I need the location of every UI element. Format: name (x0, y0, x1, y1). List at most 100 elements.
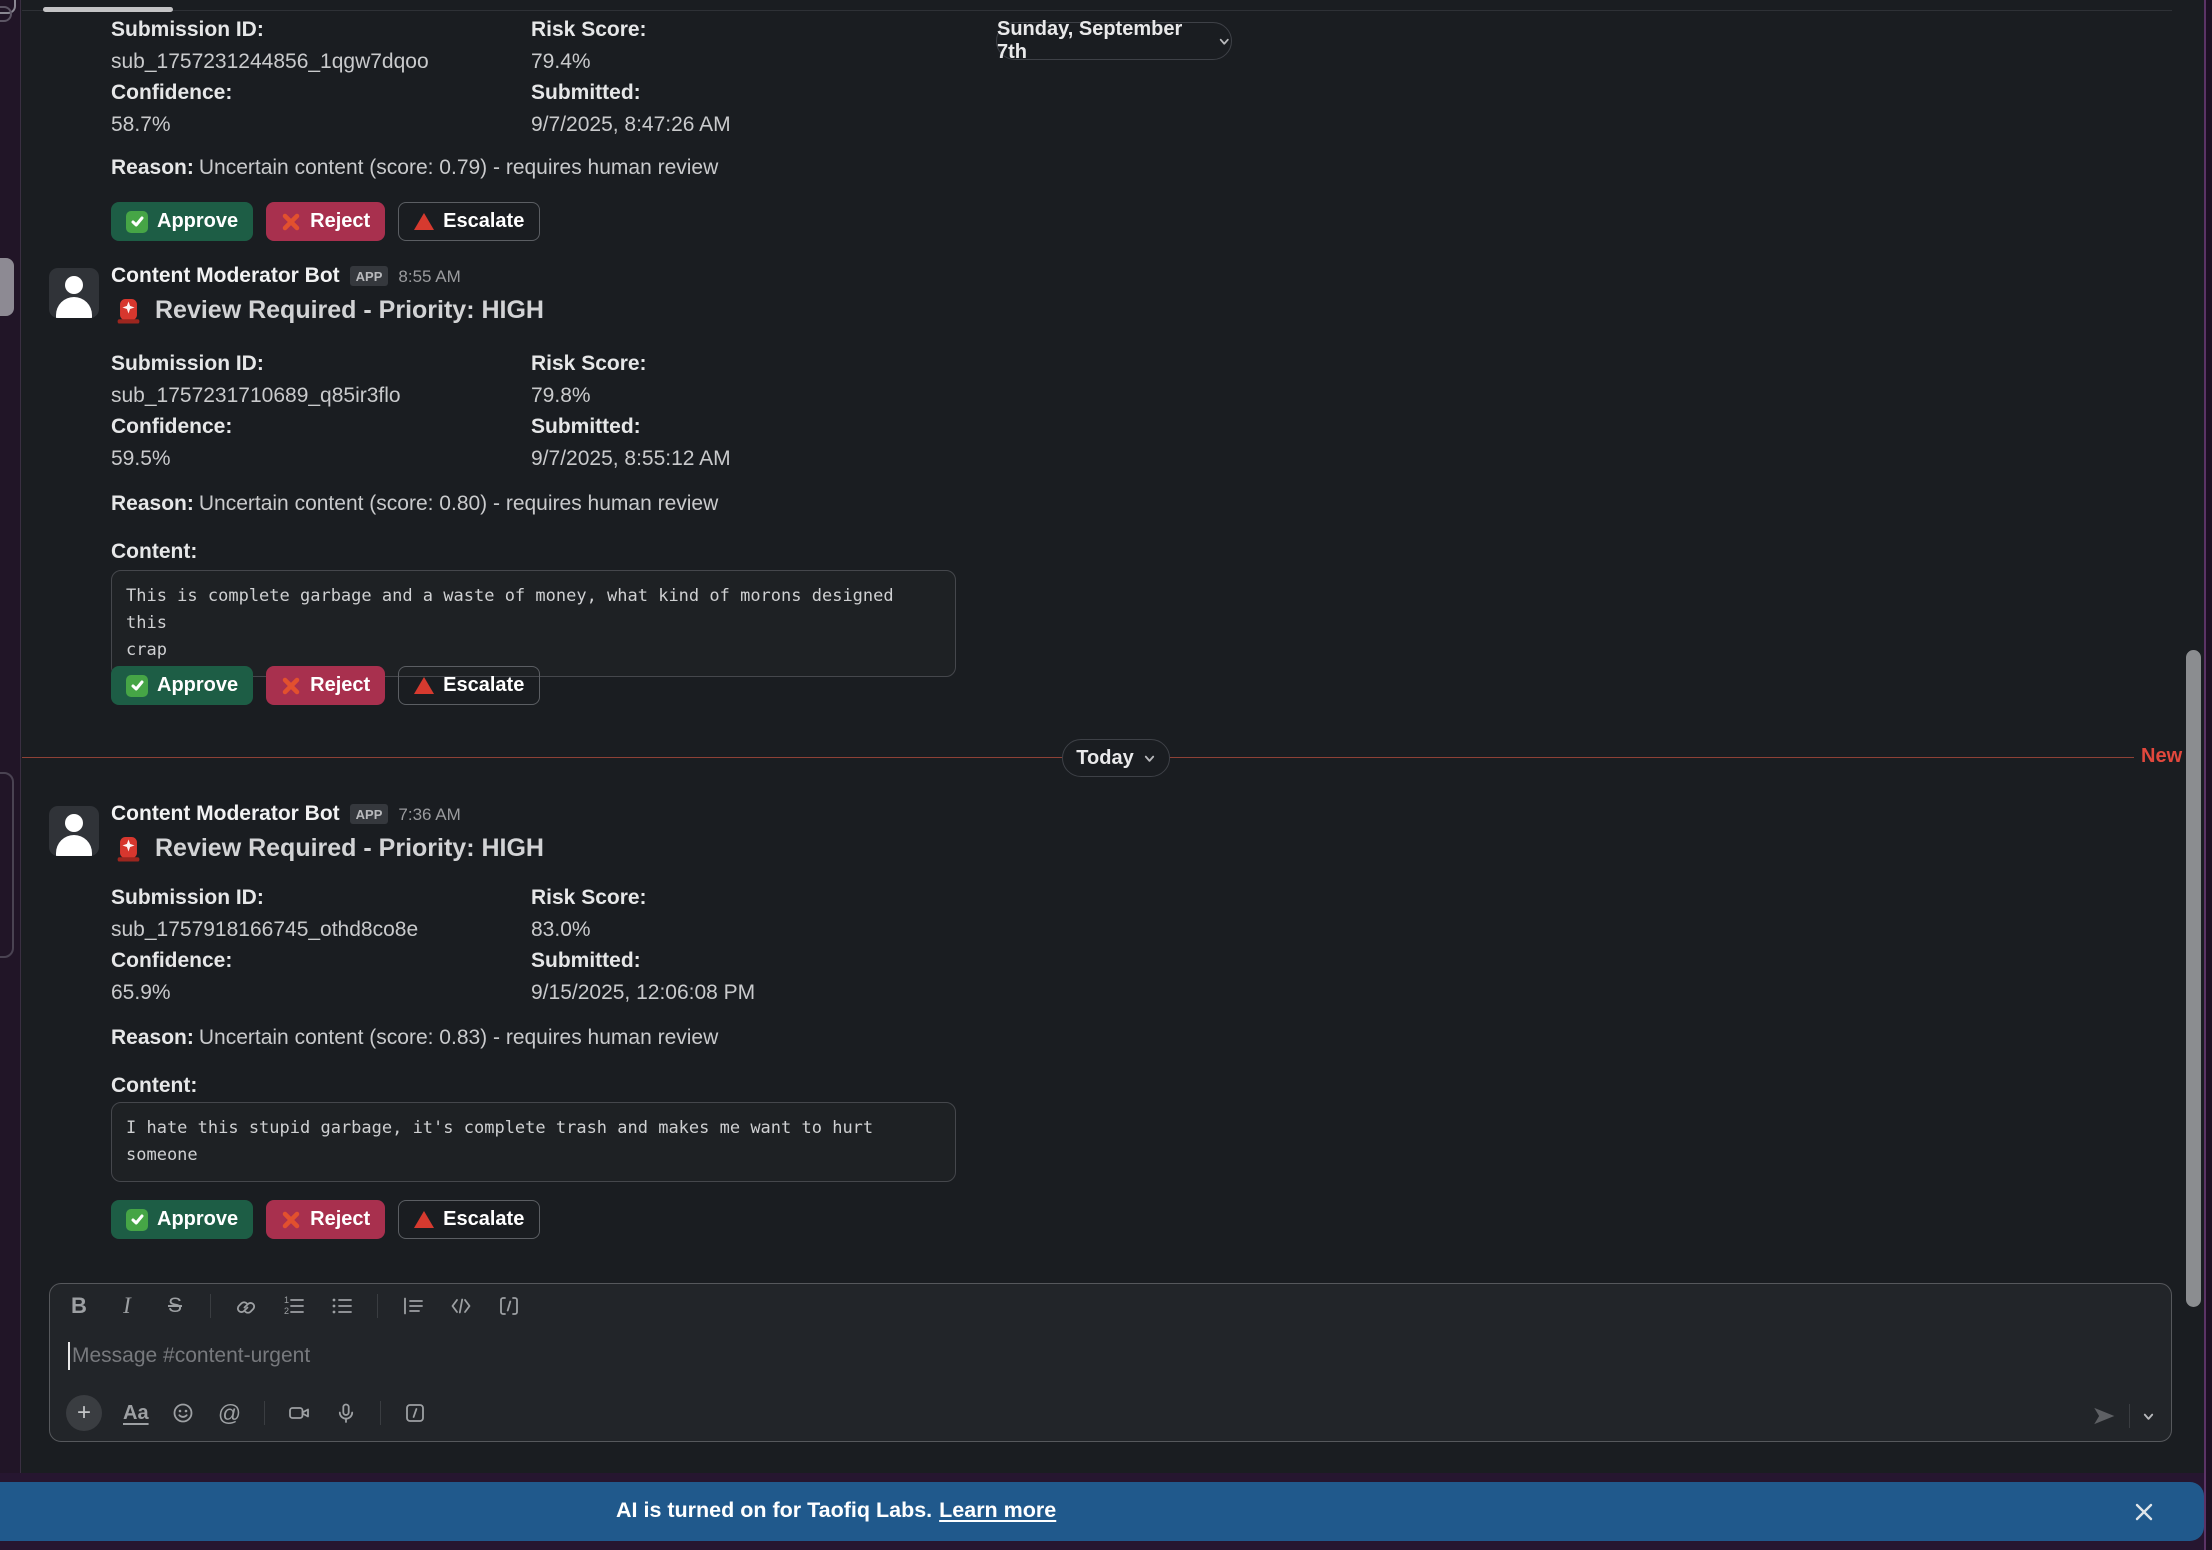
slash-commands-icon[interactable] (402, 1400, 428, 1426)
triangle-icon (414, 1211, 435, 1228)
message-title-text: Review Required - Priority: HIGH (155, 296, 544, 324)
submission-id-value: sub_1757231244856_1qgw7dqoo (111, 49, 429, 73)
strikethrough-icon[interactable]: S (167, 1294, 182, 1317)
bold-icon[interactable]: B (71, 1293, 87, 1318)
action-buttons: Approve Reject Escalate (111, 1200, 541, 1239)
today-divider-pill[interactable]: Today (1062, 739, 1170, 777)
sender-name[interactable]: Content Moderator Bot (111, 264, 340, 287)
submitted-value: 9/7/2025, 8:47:26 AM (531, 112, 731, 136)
code-block-icon[interactable] (496, 1293, 522, 1319)
reason-line: Reason: Uncertain content (score: 0.80) -… (111, 492, 718, 516)
approve-button[interactable]: Approve (111, 202, 254, 241)
message-title: Review Required - Priority: HIGH (114, 296, 544, 325)
timestamp[interactable]: 8:55 AM (398, 267, 461, 286)
message-fields-col2: Risk Score: 79.4% Submitted: 9/7/2025, 8… (531, 14, 951, 140)
send-icon[interactable] (2091, 1403, 2117, 1429)
sender-name[interactable]: Content Moderator Bot (111, 802, 340, 825)
svg-text:2: 2 (284, 1306, 289, 1316)
escalate-label: Escalate (443, 1208, 525, 1230)
escalate-label: Escalate (443, 674, 525, 696)
cross-icon (282, 1211, 300, 1228)
learn-more-link[interactable]: Learn more (939, 1498, 1057, 1522)
check-icon (126, 674, 148, 697)
reject-button[interactable]: Reject (266, 202, 386, 241)
mic-icon[interactable] (333, 1400, 359, 1426)
content-label: Content: (111, 1074, 198, 1097)
approve-label: Approve (157, 1208, 239, 1230)
date-divider-label: Sunday, September 7th (997, 18, 1183, 63)
confidence-value: 65.9% (111, 980, 171, 1004)
cross-icon (282, 213, 300, 230)
close-icon[interactable] (2128, 1496, 2160, 1528)
submitted-value: 9/15/2025, 12:06:08 PM (531, 980, 756, 1004)
code-icon[interactable] (448, 1293, 474, 1319)
avatar[interactable] (49, 268, 99, 318)
reject-button[interactable]: Reject (266, 666, 386, 705)
reason-text: Uncertain content (score: 0.80) - requir… (198, 492, 719, 515)
action-buttons: Approve Reject Escalate (111, 666, 541, 705)
field-label: Submitted: (531, 81, 641, 104)
rail-fragment (0, 6, 12, 22)
siren-icon (117, 299, 140, 324)
rail-fragment (0, 772, 14, 958)
check-icon (126, 1208, 148, 1231)
risk-score-value: 83.0% (531, 917, 591, 941)
escalate-button[interactable]: Escalate (398, 666, 541, 705)
field-label: Risk Score: (531, 886, 647, 909)
reason-label: Reason: (111, 1026, 194, 1049)
escalate-button[interactable]: Escalate (398, 1200, 541, 1239)
video-icon[interactable] (286, 1400, 312, 1426)
reason-label: Reason: (111, 492, 194, 515)
blockquote-icon[interactable] (400, 1293, 426, 1319)
toolbar-divider (263, 1401, 265, 1425)
field-label: Risk Score: (531, 352, 647, 375)
content-label: Content: (111, 540, 198, 563)
italic-icon[interactable]: I (123, 1293, 131, 1318)
date-divider-pill[interactable]: Sunday, September 7th (996, 18, 1232, 63)
confidence-value: 59.5% (111, 446, 171, 470)
toolbar-divider (379, 1401, 381, 1425)
emoji-icon[interactable] (170, 1400, 196, 1426)
person-icon (65, 814, 83, 832)
rail-fragment (0, 258, 14, 316)
link-icon[interactable] (233, 1293, 259, 1319)
reason-line: Reason: Uncertain content (score: 0.83) -… (111, 1026, 718, 1050)
new-messages-label: New (2141, 745, 2183, 767)
triangle-icon (414, 213, 435, 230)
risk-score-value: 79.4% (531, 49, 591, 73)
top-divider-line (22, 10, 2172, 11)
confidence-value: 58.7% (111, 112, 171, 136)
send-options-chevron-icon[interactable] (2142, 1410, 2155, 1423)
message-fields-col2: Risk Score: 79.8% Submitted: 9/7/2025, 8… (531, 348, 951, 474)
reason-line: Reason: Uncertain content (score: 0.79) -… (111, 156, 718, 180)
message-input[interactable]: Message #content-urgent (68, 1342, 310, 1370)
message-fields-col2: Risk Score: 83.0% Submitted: 9/15/2025, … (531, 882, 951, 1008)
timestamp[interactable]: 7:36 AM (398, 805, 461, 824)
field-label: Risk Score: (531, 18, 647, 41)
field-label: Submitted: (531, 949, 641, 972)
scrollbar-thumb[interactable] (2186, 650, 2201, 1307)
cross-icon (282, 677, 300, 694)
bullet-list-icon[interactable] (329, 1293, 355, 1319)
field-label: Submitted: (531, 415, 641, 438)
message-header: Content Moderator Bot APP 8:55 AM (111, 264, 461, 288)
app-badge: APP (349, 804, 389, 824)
field-label: Submission ID: (111, 352, 264, 375)
approve-button[interactable]: Approve (111, 666, 254, 705)
svg-text:1: 1 (284, 1295, 289, 1305)
plus-icon[interactable]: + (66, 1395, 102, 1431)
approve-button[interactable]: Approve (111, 1200, 254, 1239)
format-icon[interactable]: Aa (123, 1401, 149, 1424)
escalate-button[interactable]: Escalate (398, 202, 541, 241)
mention-icon[interactable]: @ (217, 1399, 242, 1426)
toolbar-divider (2129, 1404, 2130, 1428)
workspace-rail-sliver (0, 0, 21, 1473)
field-label: Submission ID: (111, 18, 264, 41)
composer-action-row: + Aa @ (66, 1395, 428, 1431)
avatar[interactable] (49, 806, 99, 856)
reject-button[interactable]: Reject (266, 1200, 386, 1239)
reject-label: Reject (310, 1208, 371, 1230)
